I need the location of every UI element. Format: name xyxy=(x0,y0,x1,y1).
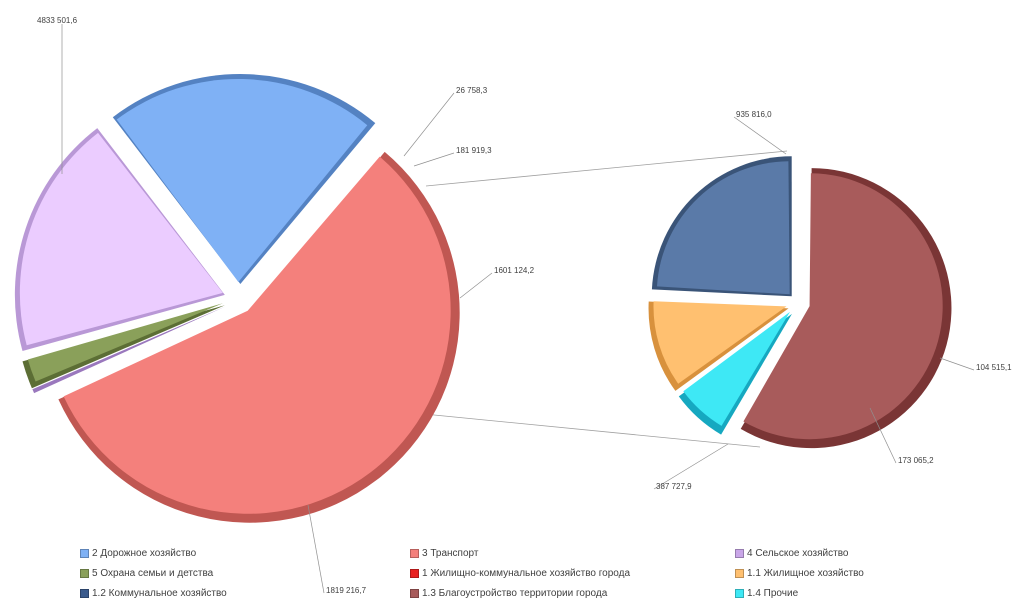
legend-swatch xyxy=(410,549,419,558)
secondary-label-благоустройство-территории-города: 935 816,0 xyxy=(736,110,772,119)
legend-label: 3 Транспорт xyxy=(422,548,479,559)
legend-swatch xyxy=(735,589,744,598)
main-slice-дорожное-хозяйство xyxy=(116,78,368,283)
legend-label: 1.4 Прочие xyxy=(747,588,799,599)
legend-swatch xyxy=(80,589,89,598)
main-label-жилищно-коммунальное-хозяйство-города: 1601 124,2 xyxy=(494,266,535,275)
main-label-охрана-семьи-и-детства-leader xyxy=(413,152,455,167)
legend-swatch xyxy=(410,569,419,578)
legend-swatch xyxy=(735,549,744,558)
legend-swatch xyxy=(80,549,89,558)
connector-lines xyxy=(423,150,788,448)
legend-item-благоустройство-территории-города: 1.3 Благоустройство территории города xyxy=(410,588,607,599)
main-label-дорожное-хозяйство: 1819 216,7 xyxy=(326,586,367,595)
legend-label: 1.1 Жилищное хозяйство xyxy=(747,568,864,579)
secondary-label-коммунальное-хозяйство: 387 727,9 xyxy=(656,482,692,491)
main-label-дорожное-хозяйство-leader xyxy=(307,504,325,594)
connector-line-bottom xyxy=(423,413,761,448)
legend-item-жилищно-коммунальное-хозяйство-города: 1 Жилищно-коммунальное хозяйство города xyxy=(410,568,630,579)
secondary-label-прочие: 104 515,1 xyxy=(976,363,1012,372)
value-labels: 4833 501,6 26 758,3 181 919,3 1601 124,2 181… xyxy=(37,16,1012,595)
secondary-label-жилищное-хозяйство-leader xyxy=(869,407,897,464)
main-label-сельское-хозяйство: 26 758,3 xyxy=(456,86,488,95)
legend-label: 1.2 Коммунальное хозяйство xyxy=(92,588,227,599)
legend-swatch xyxy=(735,569,744,578)
legend-label: 5 Охрана семьи и детства xyxy=(92,568,214,579)
chart-legend: 2 Дорожное хозяйство 3 Транспорт 4 Сельско… xyxy=(80,548,980,606)
main-slice-охрана-семьи-и-детства xyxy=(27,303,223,382)
main-label-сельское-хозяйство-leader xyxy=(403,92,455,157)
main-pie xyxy=(14,74,460,523)
legend-item-дорожное-хозяйство: 2 Дорожное хозяйство xyxy=(80,548,196,559)
main-label-охрана-семьи-и-детства: 181 919,3 xyxy=(456,146,492,155)
main-label-жилищно-коммунальное-хозяйство-города-leader xyxy=(459,272,493,299)
secondary-slice-жилищное-хозяйство xyxy=(653,301,787,384)
secondary-label-коммунальное-хозяйство-leader xyxy=(653,443,729,490)
legend-item-коммунальное-хозяйство: 1.2 Коммунальное хозяйство xyxy=(80,588,227,599)
main-slice-охрана-семьи-и-детства-edge xyxy=(22,305,225,389)
legend-item-сельское-хозяйство: 4 Сельское хозяйство xyxy=(735,548,849,559)
main-slice-сельское-хозяйство-edge xyxy=(32,306,226,394)
secondary-label-благоустройство-территории-города-leader xyxy=(733,116,787,155)
main-label-транспорт: 4833 501,6 xyxy=(37,16,78,25)
secondary-pie xyxy=(648,156,952,449)
secondary-slice-прочие xyxy=(683,311,790,426)
legend-label: 1.3 Благоустройство территории города xyxy=(422,588,608,599)
legend-item-транспорт: 3 Транспорт xyxy=(410,548,478,559)
secondary-label-прочие-leader xyxy=(939,357,975,371)
legend-swatch xyxy=(80,569,89,578)
legend-item-прочие: 1.4 Прочие xyxy=(735,588,798,599)
main-slice-транспорт xyxy=(63,156,451,514)
legend-swatch xyxy=(410,589,419,598)
secondary-slice-коммунальное-хозяйство xyxy=(657,161,790,295)
secondary-label-жилищное-хозяйство: 173 065,2 xyxy=(898,456,934,465)
leader-lines xyxy=(61,24,975,594)
main-slice-жилищно-коммунальное-хозяйство-города xyxy=(19,132,223,346)
secondary-slice-благоустройство-территории-города xyxy=(743,173,943,440)
legend-label: 2 Дорожное хозяйство xyxy=(92,548,197,559)
legend-item-охрана-семьи-и-детства: 5 Охрана семьи и детства xyxy=(80,568,213,579)
connector-line-top xyxy=(425,150,788,187)
legend-label: 4 Сельское хозяйство xyxy=(747,548,849,559)
legend-label: 1 Жилищно-коммунальное хозяйство города xyxy=(422,568,631,579)
legend-item-жилищное-хозяйство: 1.1 Жилищное хозяйство xyxy=(735,568,864,579)
